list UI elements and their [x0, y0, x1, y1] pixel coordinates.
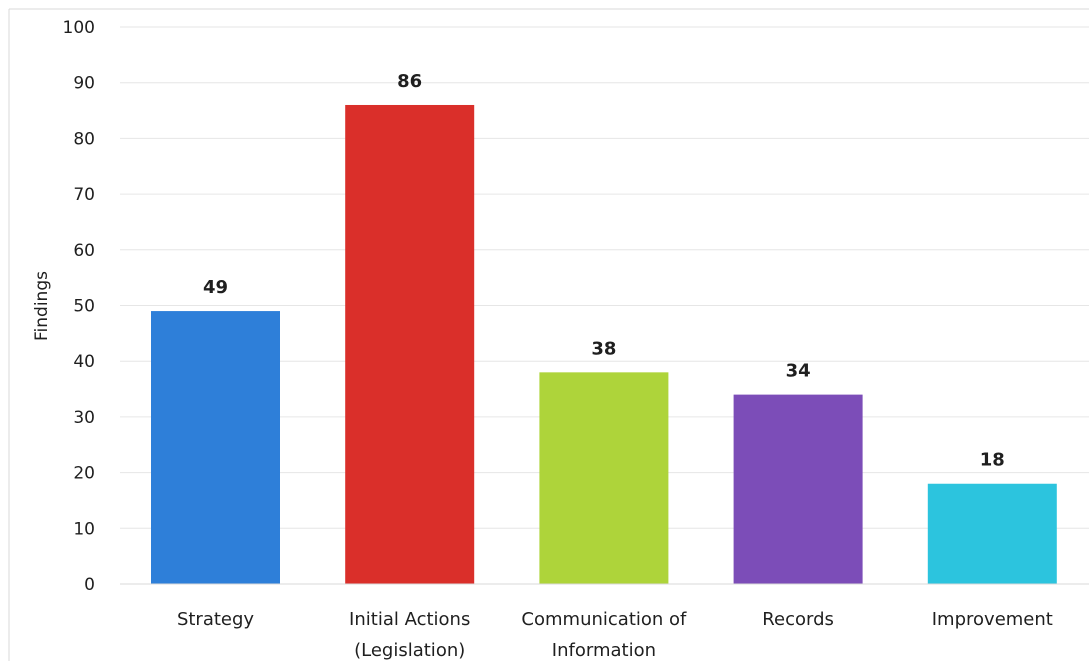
bar: [733, 394, 863, 584]
bar: [345, 104, 475, 584]
y-tick-label: 0: [84, 575, 95, 595]
x-tick-label: Initial Actions: [349, 609, 470, 630]
bar: [151, 311, 280, 584]
data-label: 34: [786, 361, 811, 382]
y-axis-title: Findings: [32, 271, 52, 341]
data-label: 18: [980, 450, 1005, 471]
x-tick-label: (Legislation): [354, 640, 465, 661]
x-tick-label: Improvement: [932, 609, 1053, 630]
y-tick-label: 90: [73, 74, 95, 94]
y-tick-label: 30: [73, 408, 95, 428]
x-tick-label: Communication of: [521, 609, 687, 630]
y-tick-label: 40: [73, 352, 95, 372]
data-label: 38: [591, 338, 616, 359]
x-tick-label: Records: [762, 609, 834, 630]
y-tick-label: 10: [73, 519, 95, 539]
y-tick-label: 60: [73, 241, 95, 261]
bar: [539, 372, 669, 584]
x-axis-labels: Strategy Initial Actions (Legislation) Comm…: [177, 609, 1053, 661]
bar: [927, 483, 1057, 584]
x-tick-label: Strategy: [177, 609, 254, 630]
bars: [151, 104, 1057, 584]
data-labels: 49 86 38 34 18: [203, 71, 1005, 471]
y-tick-label: 80: [73, 129, 95, 149]
y-axis-ticks: 0 10 20 30 40 50 60 70 80 90 100: [63, 18, 95, 595]
x-tick-label: Information: [552, 640, 656, 661]
data-label: 49: [203, 277, 228, 298]
y-tick-label: 20: [73, 464, 95, 484]
y-tick-label: 100: [63, 18, 95, 38]
y-tick-label: 50: [73, 297, 95, 317]
y-tick-label: 70: [73, 185, 95, 205]
data-label: 86: [397, 71, 422, 92]
